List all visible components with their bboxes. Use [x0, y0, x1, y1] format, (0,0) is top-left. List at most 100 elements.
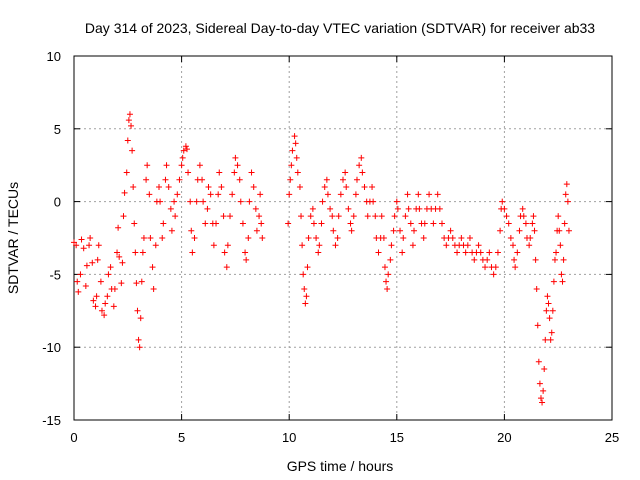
- data-point: [86, 242, 93, 249]
- data-point: [114, 249, 121, 256]
- data-point: [375, 249, 382, 256]
- data-point: [133, 280, 140, 287]
- data-point: [562, 191, 569, 198]
- data-point: [329, 213, 336, 220]
- data-point: [564, 198, 571, 205]
- data-point: [150, 285, 157, 292]
- data-point: [200, 198, 207, 205]
- data-point: [542, 336, 549, 343]
- data-point: [196, 162, 203, 169]
- data-point: [370, 198, 377, 205]
- data-point: [324, 191, 331, 198]
- data-point: [405, 205, 412, 212]
- data-point: [292, 140, 299, 147]
- data-point: [490, 271, 497, 278]
- data-point: [384, 285, 391, 292]
- x-tick-label: 10: [282, 430, 296, 445]
- data-point: [421, 220, 428, 227]
- data-point: [176, 176, 183, 183]
- data-point: [75, 288, 82, 295]
- data-point: [560, 256, 567, 263]
- data-point: [540, 387, 547, 394]
- data-point: [399, 249, 406, 256]
- data-point: [454, 249, 461, 256]
- data-point: [180, 147, 187, 154]
- data-point: [345, 205, 352, 212]
- x-tick-label: 0: [70, 430, 77, 445]
- data-point: [229, 191, 236, 198]
- data-point: [543, 307, 550, 314]
- data-point: [120, 213, 127, 220]
- data-point: [140, 235, 147, 241]
- data-point: [215, 191, 222, 198]
- data-point: [165, 184, 172, 191]
- data-point: [146, 191, 153, 198]
- data-point: [559, 278, 566, 285]
- data-point: [234, 162, 241, 169]
- data-point: [171, 198, 178, 205]
- data-point: [304, 264, 311, 271]
- data-point: [380, 235, 387, 241]
- data-point: [82, 283, 89, 290]
- data-point: [353, 176, 360, 183]
- data-point: [245, 235, 252, 241]
- data-point: [462, 249, 469, 256]
- data-point: [411, 227, 418, 234]
- data-point: [187, 198, 194, 205]
- data-point: [458, 235, 465, 241]
- data-point: [527, 235, 534, 241]
- data-point: [191, 235, 198, 241]
- data-point: [291, 133, 298, 140]
- data-point: [188, 227, 195, 234]
- data-point: [434, 191, 441, 198]
- data-point: [533, 285, 540, 292]
- data-point: [300, 271, 307, 278]
- data-point: [482, 264, 489, 271]
- data-point: [305, 235, 312, 241]
- data-point: [361, 184, 368, 191]
- data-point: [172, 213, 179, 220]
- data-point: [330, 227, 337, 234]
- data-point: [400, 235, 407, 241]
- data-point: [522, 220, 529, 227]
- data-point: [189, 249, 196, 256]
- data-point: [348, 227, 355, 234]
- data-point: [416, 205, 423, 212]
- data-point: [178, 162, 185, 169]
- data-point: [315, 249, 322, 256]
- data-point: [193, 198, 200, 205]
- data-point: [378, 213, 385, 220]
- data-point: [397, 227, 404, 234]
- data-point: [253, 227, 260, 234]
- data-point: [404, 191, 411, 198]
- data-point: [90, 297, 97, 304]
- data-point: [218, 184, 225, 191]
- x-axis-label: GPS time / hours: [287, 458, 394, 474]
- data-point: [510, 242, 517, 249]
- data-point: [168, 227, 175, 234]
- data-point: [131, 220, 138, 227]
- data-point: [202, 220, 209, 227]
- data-point: [137, 315, 144, 322]
- data-point: [358, 154, 365, 161]
- y-tick-label: 0: [54, 195, 61, 210]
- data-point: [147, 235, 154, 241]
- data-point: [174, 191, 181, 198]
- data-point: [92, 303, 99, 310]
- data-point: [426, 191, 433, 198]
- y-tick-label: 5: [54, 122, 61, 137]
- data-point: [561, 220, 568, 227]
- data-point: [332, 242, 339, 249]
- data-point: [532, 256, 539, 263]
- data-point: [74, 278, 81, 285]
- data-point: [334, 235, 341, 241]
- data-point: [512, 264, 519, 271]
- data-point: [475, 242, 482, 249]
- data-point: [116, 253, 123, 260]
- data-point: [563, 181, 570, 188]
- data-point: [430, 220, 437, 227]
- data-point: [224, 242, 231, 249]
- data-point: [231, 169, 238, 176]
- data-point: [236, 176, 243, 183]
